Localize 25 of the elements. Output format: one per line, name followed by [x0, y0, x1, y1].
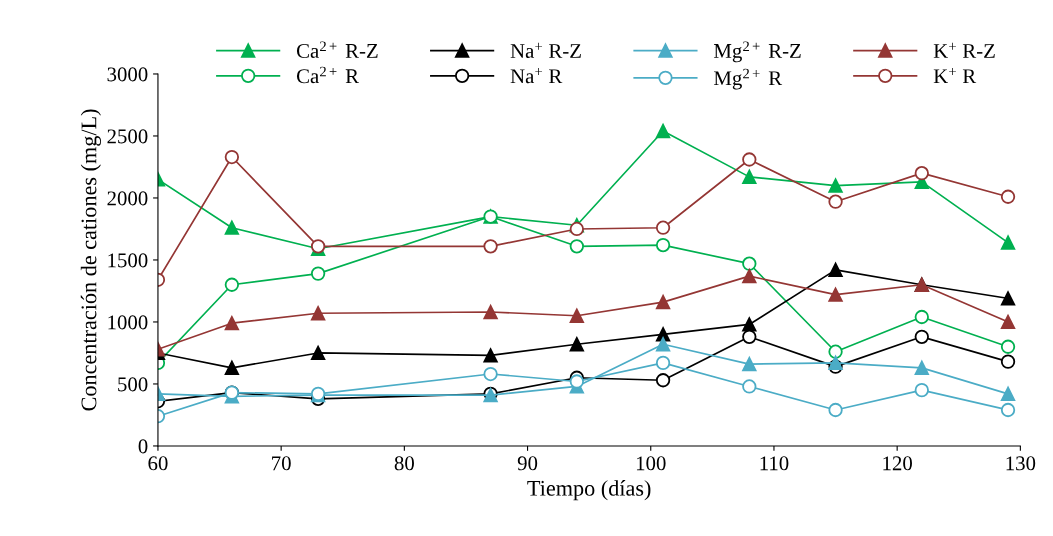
x-tick-label: 80 [394, 456, 414, 471]
y-tick-label: 1000 [108, 315, 148, 330]
x-axis-title: Tiempo (días) [527, 480, 651, 501]
legend-label: Ca$^{2+}$ R [296, 66, 359, 84]
x-tick-label: 120 [883, 456, 912, 471]
x-tick-label: 90 [517, 456, 538, 471]
x-tick-label: 60 [148, 456, 168, 471]
y-axis-title: Concentración de cationes (mg/L) [80, 109, 102, 411]
legend-label: Na$^{+}$ R-Z [510, 42, 581, 58]
x-tick-label: 110 [760, 456, 789, 471]
legend-label: Na$^{+}$ R [510, 68, 563, 84]
legend-label: K$^{+}$ R [933, 68, 977, 84]
y-tick-label: 3000 [107, 67, 148, 82]
y-tick-label: 2000 [107, 191, 148, 206]
legend-label: Mg$^{2+}$ R [713, 68, 783, 90]
x-tick-label: 70 [272, 456, 291, 471]
legend-label: Mg$^{2+}$ R-Z [713, 41, 801, 63]
legend-label: K$^{+}$ R-Z [933, 42, 995, 58]
x-tick-label: 130 [1006, 456, 1036, 471]
y-tick-label: 1500 [108, 253, 148, 268]
legend-label: Ca$^{2+}$ R-Z [296, 41, 378, 58]
y-tick-label: 500 [118, 377, 148, 392]
y-tick-label: 0 [138, 439, 148, 454]
x-tick-label: 100 [636, 456, 666, 471]
y-tick-label: 2500 [107, 129, 148, 144]
